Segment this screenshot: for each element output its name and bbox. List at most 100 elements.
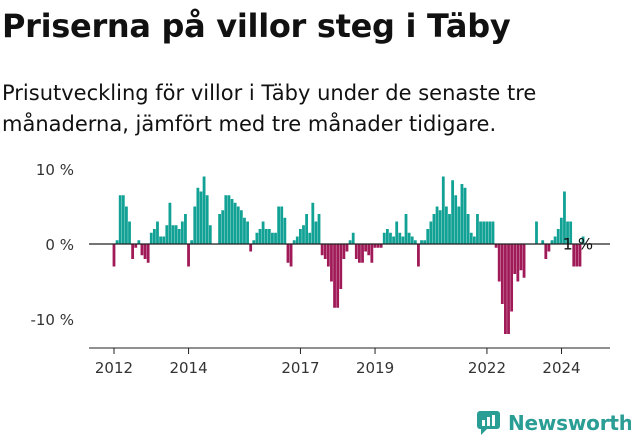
bar	[174, 225, 178, 244]
bar	[358, 244, 361, 263]
bar	[392, 236, 395, 244]
bar	[336, 244, 340, 308]
bar	[429, 221, 433, 244]
bar	[444, 206, 448, 244]
bar	[417, 244, 420, 267]
bar	[435, 206, 439, 244]
bar	[507, 244, 510, 334]
bar	[243, 217, 246, 244]
bar	[289, 244, 293, 267]
x-tick-label: 2019	[356, 359, 394, 377]
bar	[221, 210, 225, 244]
bar	[370, 244, 374, 263]
bar	[373, 244, 377, 248]
bar	[317, 214, 321, 244]
bar	[230, 199, 234, 244]
bar	[361, 244, 364, 263]
bar	[448, 214, 451, 244]
bar	[320, 244, 324, 256]
newsworthy-logo-icon	[477, 411, 500, 435]
brand-name: Newsworthy	[508, 411, 631, 435]
annotation-label: 1 %	[563, 235, 593, 254]
bar	[118, 195, 122, 244]
bar	[364, 244, 368, 252]
bar	[519, 244, 523, 271]
bar	[295, 236, 299, 244]
bar	[156, 221, 159, 244]
bar	[510, 244, 514, 312]
bar	[246, 221, 249, 244]
bar	[146, 244, 150, 263]
bar	[491, 221, 495, 244]
x-tick-label: 2022	[468, 359, 506, 377]
bar	[165, 225, 169, 244]
bar	[187, 244, 190, 267]
bar	[323, 244, 327, 259]
bar	[563, 191, 566, 244]
bar	[500, 244, 504, 304]
chart-subtitle: Prisutveckling för villor i Täby under d…	[2, 81, 537, 136]
bar	[159, 236, 162, 244]
bar	[342, 244, 346, 259]
bar	[330, 244, 333, 282]
bar	[547, 244, 551, 252]
bar	[401, 236, 405, 244]
bar	[298, 229, 302, 244]
bar	[367, 244, 371, 256]
bar	[469, 232, 473, 244]
bar	[333, 244, 336, 308]
bar	[177, 229, 181, 244]
bar	[168, 202, 172, 244]
bar	[553, 236, 557, 244]
bar	[121, 195, 125, 244]
bar	[128, 221, 131, 244]
page-title: Priserna på villor steg i Täby	[2, 7, 511, 45]
bar	[302, 225, 305, 244]
bar	[305, 214, 308, 244]
bar	[137, 240, 141, 244]
bar	[224, 195, 228, 244]
bar	[457, 206, 461, 244]
bar	[162, 236, 166, 244]
bar	[566, 221, 569, 244]
bar	[476, 214, 479, 244]
x-tick-label: 2014	[169, 359, 207, 377]
bar	[497, 244, 501, 282]
bar	[227, 195, 231, 244]
bar	[134, 244, 138, 248]
bar	[236, 206, 240, 244]
bar	[395, 221, 399, 244]
bar	[410, 236, 414, 244]
y-tick-label: 0 %	[45, 236, 74, 254]
x-tick-label: 2024	[542, 359, 580, 377]
bar	[472, 236, 476, 244]
bar	[112, 244, 116, 267]
bar	[149, 232, 153, 244]
bar	[171, 225, 175, 244]
bar	[140, 244, 144, 256]
bar	[407, 232, 411, 244]
y-tick-label: -10 %	[30, 311, 74, 329]
bar	[466, 214, 470, 244]
bar	[264, 229, 268, 244]
bar	[460, 184, 464, 244]
bar	[569, 221, 573, 244]
bar	[550, 240, 554, 244]
y-tick-label: 10 %	[36, 161, 74, 179]
bar	[190, 240, 194, 244]
bar	[184, 214, 187, 244]
bar	[261, 221, 265, 244]
bar	[544, 244, 548, 259]
bar	[125, 206, 128, 244]
bar	[252, 240, 256, 244]
bar	[420, 240, 423, 244]
bar	[423, 240, 427, 244]
bar	[308, 232, 312, 244]
bar	[389, 232, 392, 244]
bar	[131, 244, 135, 259]
bar	[274, 232, 277, 244]
bar	[348, 240, 352, 244]
bar	[581, 236, 585, 244]
bar	[314, 221, 318, 244]
bar	[286, 244, 290, 263]
